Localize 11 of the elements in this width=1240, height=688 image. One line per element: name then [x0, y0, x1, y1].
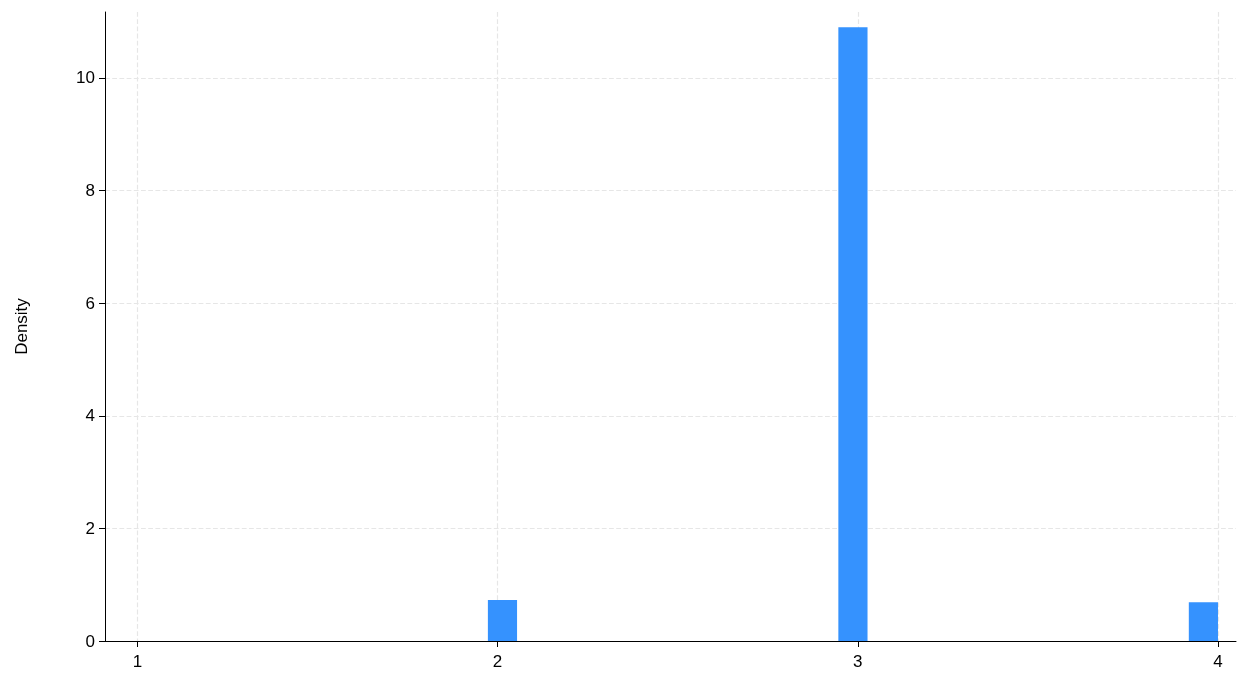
y-tick-label: 6 [85, 293, 95, 313]
x-tick-label: 2 [492, 652, 503, 671]
y-tick-label: 0 [85, 631, 95, 651]
y-tick-label: 4 [85, 406, 95, 426]
x-tick-label: 3 [853, 652, 863, 671]
y-axis-title: Density [12, 297, 31, 355]
y-tick-label: 2 [85, 518, 95, 538]
x-tick-label: 4 [1213, 652, 1223, 671]
y-tick-label: 10 [76, 68, 95, 88]
y-tick-label: 8 [85, 181, 95, 201]
x-tick-label: 1 [132, 652, 143, 671]
